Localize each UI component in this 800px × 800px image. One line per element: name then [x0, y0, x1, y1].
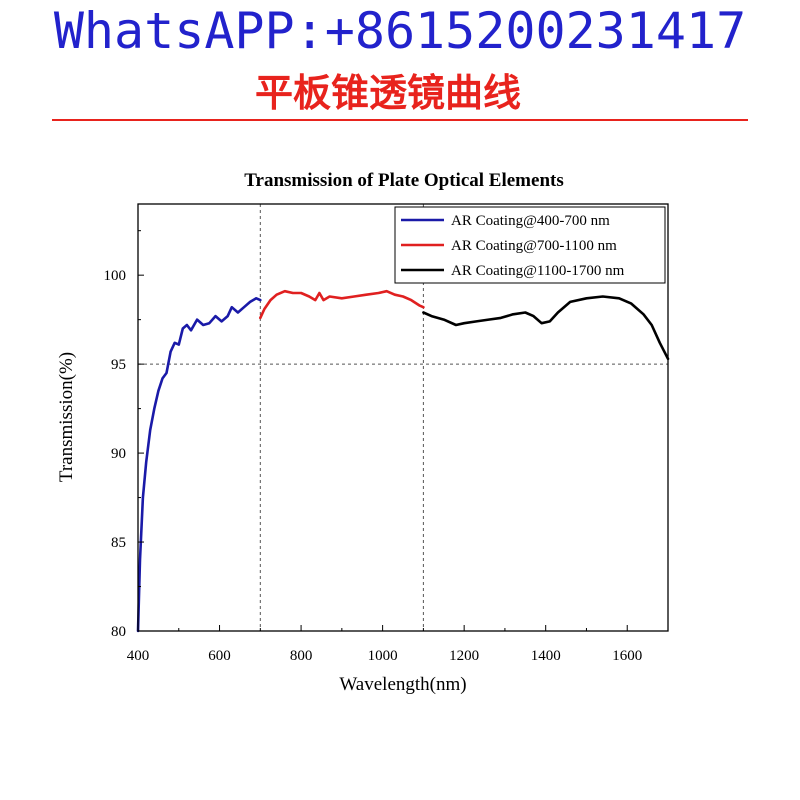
y-tick-label: 80 [111, 624, 126, 640]
legend-label-1: AR Coating@400-700 nm [451, 213, 610, 229]
legend: AR Coating@400-700 nm AR Coating@700-1100… [394, 206, 666, 284]
series-line-2 [259, 289, 425, 320]
x-tick-label: 800 [290, 648, 313, 664]
y-axis: 80 85 90 95 100 [104, 230, 144, 640]
y-tick-label: 85 [111, 535, 126, 551]
x-tick-label: 400 [127, 648, 150, 664]
x-tick-label: 1000 [368, 648, 398, 664]
header-divider [52, 119, 748, 121]
series-group [136, 289, 670, 633]
reference-lines [138, 204, 668, 631]
y-tick-label: 90 [111, 446, 126, 462]
chart-title: Transmission of Plate Optical Elements [244, 170, 563, 191]
legend-label-3: AR Coating@1100-1700 nm [451, 263, 625, 279]
plot-frame [137, 203, 669, 632]
x-tick-label: 1600 [612, 648, 642, 664]
y-tick-label: 95 [111, 357, 126, 373]
x-axis: 400 600 800 1000 1200 1400 1600 [127, 625, 642, 664]
x-tick-label: 1400 [531, 648, 561, 664]
series-line-3 [422, 295, 670, 361]
y-axis-label: Transmission(%) [56, 352, 77, 482]
series-line-1 [136, 297, 262, 633]
y-tick-label: 100 [104, 268, 127, 284]
x-axis-label: Wavelength(nm) [339, 674, 466, 695]
product-subtitle: 平板锥透镜曲线 [254, 71, 521, 115]
x-tick-label: 600 [208, 648, 231, 664]
x-tick-label: 1200 [449, 648, 479, 664]
whatsapp-contact: WhatsAPP:+8615200231417 [53, 2, 747, 60]
legend-label-2: AR Coating@700-1100 nm [451, 238, 617, 254]
